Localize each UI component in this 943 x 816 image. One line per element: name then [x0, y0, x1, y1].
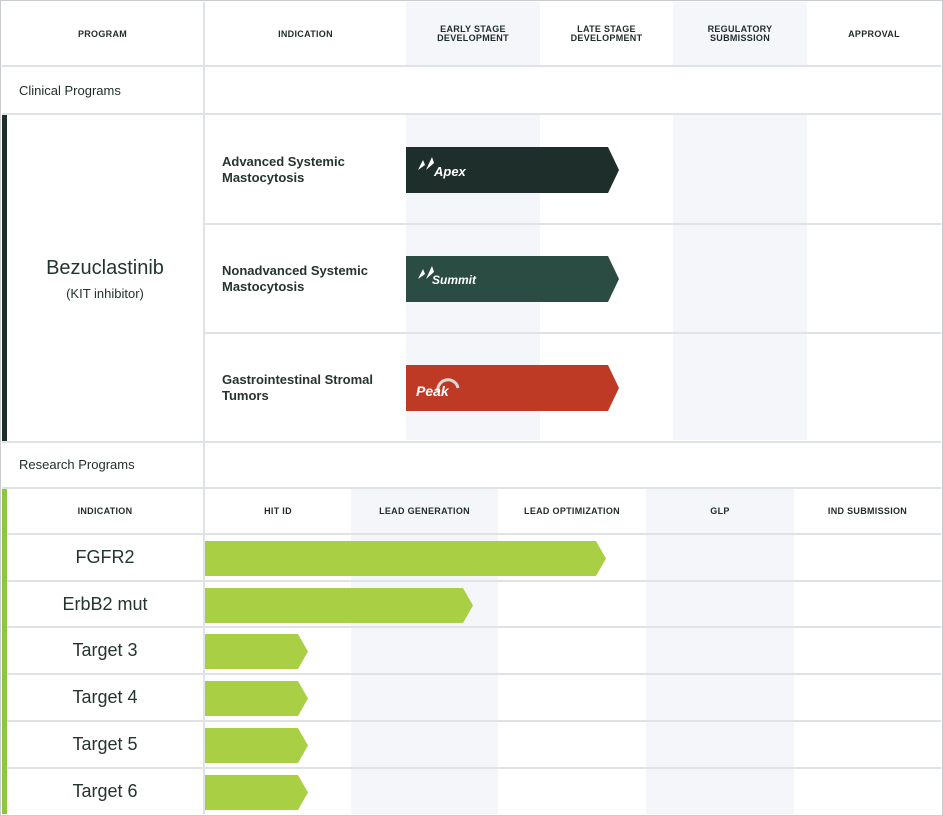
research-accent-bar: [2, 489, 7, 814]
peak-logo-text: Peak: [416, 383, 449, 399]
program-divider: [203, 2, 205, 442]
lead-gen-column-shade: [351, 489, 498, 814]
research-target-label: ErbB2 mut: [62, 594, 148, 614]
row-divider: [205, 332, 941, 334]
research-row-divider: [7, 626, 941, 628]
header-approval: APPROVAL: [848, 28, 900, 39]
clinical-label-row-bg: [205, 67, 940, 113]
header-late-stage: LATE STAGE DEVELOPMENT: [570, 24, 643, 43]
research-target-label: Target 5: [72, 734, 138, 754]
research-row-divider: [7, 767, 941, 769]
research-progress-bar[interactable]: [205, 634, 310, 669]
glp-column-shade: [646, 489, 794, 814]
research-header-ind: IND SUBMISSION: [827, 505, 908, 516]
clinical-accent-bar: [2, 115, 7, 441]
mountain-peaks-icon: [418, 266, 434, 279]
research-section-divider: [2, 487, 941, 489]
research-header-indication: INDICATION: [77, 505, 133, 516]
indication-gist: Gastrointestinal Stromal Tumors: [222, 372, 373, 403]
research-progress-bar[interactable]: [205, 541, 608, 576]
indication-nonadvanced-sm: Nonadvanced Systemic Mastocytosis: [222, 263, 368, 294]
header-divider: [2, 65, 941, 67]
research-row-divider: [7, 673, 941, 675]
program-subtitle: (KIT inhibitor): [66, 286, 144, 301]
research-progress-bar[interactable]: [205, 588, 475, 623]
peak-trial-arrow[interactable]: [406, 365, 620, 411]
header-indication: INDICATION: [278, 28, 333, 39]
header-program: PROGRAM: [77, 28, 128, 39]
apex-trial-arrow[interactable]: [406, 147, 620, 193]
apex-logo-text: Apex: [434, 164, 466, 179]
section-divider: [2, 441, 941, 443]
clinical-programs-label: Clinical Programs: [19, 83, 121, 98]
research-target-label: Target 6: [72, 781, 138, 801]
header-early-stage: EARLY STAGE DEVELOPMENT: [437, 24, 509, 43]
mountain-peaks-icon: [418, 157, 434, 170]
section-divider: [2, 113, 941, 115]
research-header-lead-gen: LEAD GENERATION: [379, 505, 470, 516]
row-divider: [205, 223, 941, 225]
research-header-glp: GLP: [710, 505, 730, 516]
research-progress-bar[interactable]: [205, 681, 310, 716]
research-progress-bar[interactable]: [205, 775, 310, 810]
program-name: Bezuclastinib: [46, 257, 164, 279]
peak-arc-icon: [436, 378, 460, 393]
research-row-divider: [7, 720, 941, 722]
summit-trial-arrow[interactable]: [406, 256, 620, 302]
research-header-lead-opt: LEAD OPTIMIZATION: [524, 505, 620, 516]
summit-logo-text: Summit: [432, 273, 477, 287]
research-row-divider: [7, 580, 941, 582]
research-target-label: Target 4: [72, 687, 138, 707]
research-programs-label: Research Programs: [19, 457, 135, 472]
header-regulatory: REGULATORY SUBMISSION: [707, 24, 773, 43]
research-progress-bar[interactable]: [205, 728, 310, 763]
research-label-divider: [203, 443, 205, 487]
research-target-label: Target 3: [72, 640, 138, 660]
research-header-divider: [7, 533, 941, 535]
indication-advanced-sm: Advanced Systemic Mastocytosis: [222, 154, 345, 185]
research-target-label: FGFR2: [75, 547, 135, 567]
research-program-divider: [203, 489, 205, 814]
research-header-hit-id: HIT ID: [264, 505, 292, 516]
